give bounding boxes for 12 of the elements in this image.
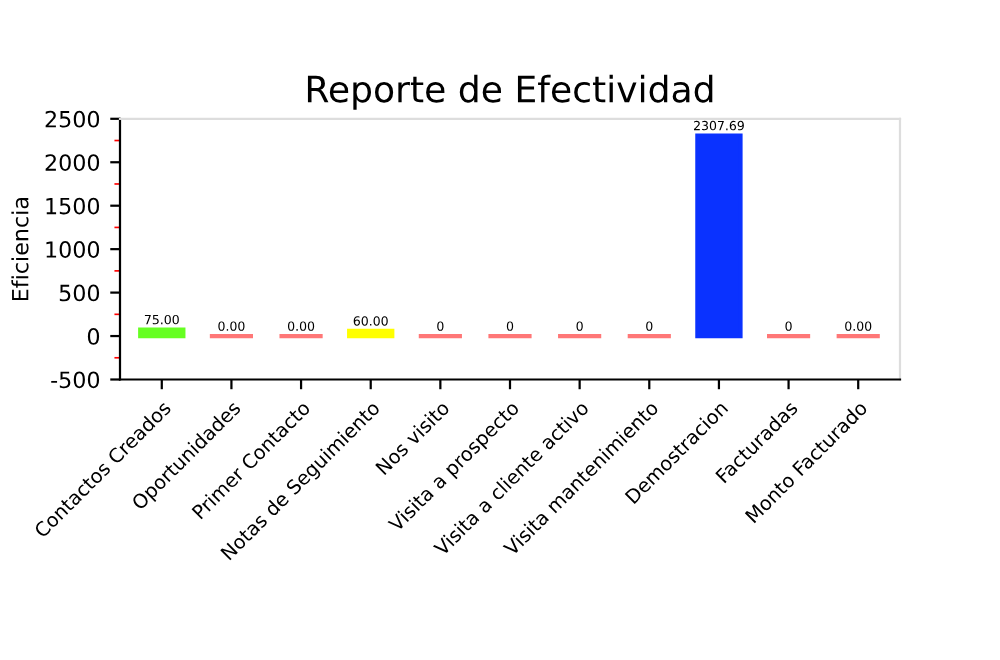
bar — [695, 133, 743, 339]
y-tick-label: 2000 — [45, 154, 100, 172]
y-tick-label: 2500 — [45, 110, 100, 128]
chart-title: Reporte de Efectividad — [307, 74, 713, 110]
y-tick-label: 500 — [59, 284, 100, 302]
y-tick-label: 1500 — [46, 197, 100, 215]
bar — [347, 328, 395, 339]
y-tick-label: -500 — [51, 371, 100, 389]
bar — [138, 327, 186, 339]
y-tick-label: 1000 — [46, 241, 100, 258]
y-axis-title: Eficiencia — [11, 198, 29, 301]
y-tick-label: 0 — [87, 328, 100, 345]
